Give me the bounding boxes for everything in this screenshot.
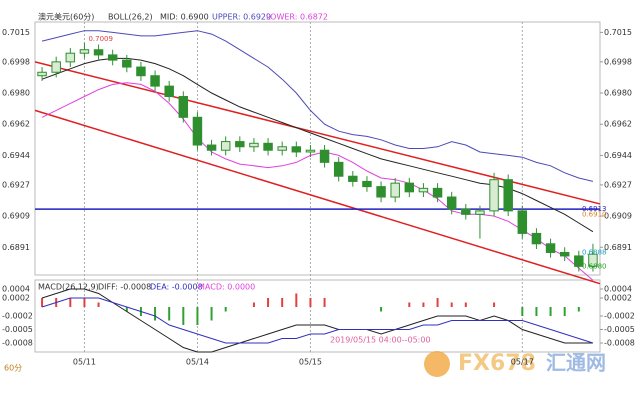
- candle-body: [531, 232, 542, 245]
- macd-dea: DEA: -0.0008: [150, 283, 203, 292]
- candle-body: [178, 96, 189, 118]
- candle-body: [333, 161, 344, 177]
- candle-body: [432, 187, 443, 198]
- candle-body: [390, 182, 400, 198]
- x-tick-label: 05/15: [299, 358, 322, 367]
- macd-line: [41, 297, 594, 344]
- candle-body: [122, 59, 132, 68]
- macd-value: MACD: 0.0000: [198, 283, 255, 292]
- price-label: 0.6910: [582, 210, 607, 218]
- y-tick-label: 0.0004: [604, 285, 632, 294]
- macd-diff: DIFF: -0.0008: [98, 283, 151, 292]
- candle-body: [107, 54, 118, 61]
- y-tick-label: 0.6998: [604, 57, 632, 66]
- candle-body: [362, 180, 372, 188]
- watermark-logo: [424, 351, 450, 377]
- y-tick-label: 0.6909: [604, 212, 632, 221]
- y-tick-label: -0.0005: [604, 325, 635, 334]
- candle-body: [51, 61, 61, 73]
- candle-body: [574, 255, 584, 267]
- x-tick-label: 05/17: [511, 358, 534, 367]
- candle-body: [93, 49, 104, 56]
- candle-body: [291, 146, 302, 153]
- boll-line: [41, 57, 594, 233]
- y-tick-label: 0.7015: [2, 28, 30, 37]
- boll-line: [41, 30, 594, 182]
- y-tick-label: 0.6909: [2, 212, 30, 221]
- candle-body: [418, 187, 429, 193]
- chart: 澳元美元(60分) BOLL(26,2) MID: 0.6900 UPPER: …: [2, 12, 635, 377]
- y-tick-label: 0.6962: [604, 120, 632, 129]
- y-tick-label: 0.0002: [2, 294, 30, 303]
- macd-line: [41, 288, 593, 353]
- y-tick-label: 0.6891: [604, 243, 632, 252]
- y-tick-label: -0.0002: [2, 312, 33, 321]
- y-tick-label: -0.0005: [2, 325, 33, 334]
- candle-body: [235, 141, 245, 148]
- candle-body: [249, 142, 259, 148]
- candle-body: [348, 175, 358, 182]
- period-label: 60分: [4, 364, 22, 373]
- y-tick-label: 0.6944: [604, 151, 632, 160]
- x-tick-label: 05/11: [73, 358, 96, 367]
- y-tick-label: 0.6927: [2, 180, 30, 189]
- y-tick-label: 0.6944: [2, 151, 30, 160]
- candle-body: [588, 253, 598, 267]
- y-tick-label: 0.7015: [604, 28, 632, 37]
- price-label: 0.7009: [88, 35, 113, 43]
- candle-body: [517, 210, 528, 234]
- boll-upper: UPPER: 0.6929: [212, 13, 271, 22]
- y-tick-label: 0.0002: [604, 294, 632, 303]
- boll-line: [41, 82, 594, 281]
- main-panel: [34, 21, 601, 276]
- price-label: 0.6913: [582, 205, 607, 213]
- trend-line: [34, 109, 601, 285]
- candle-body: [277, 146, 287, 151]
- candle-body: [263, 142, 273, 151]
- candle-body: [404, 182, 415, 193]
- y-tick-label: 0.6962: [2, 120, 30, 129]
- watermark: 汇通网: [546, 351, 606, 375]
- macd-name: MACD(26,12,9): [38, 283, 99, 292]
- candle-body: [545, 243, 556, 253]
- chart-title: 澳元美元(60分): [38, 12, 94, 22]
- boll-mid: MID: 0.6900: [160, 13, 209, 22]
- candle-body: [79, 49, 90, 54]
- y-tick-label: 0.6980: [604, 89, 632, 98]
- y-tick-label: -0.0008: [604, 339, 635, 348]
- candle-body: [446, 196, 457, 210]
- price-label: 0.6880: [582, 262, 607, 270]
- y-tick-label: 0.6927: [604, 180, 632, 189]
- candle-body: [319, 149, 330, 163]
- candle-body: [559, 251, 570, 257]
- y-tick-label: -0.0008: [2, 339, 33, 348]
- candle-body: [461, 208, 471, 215]
- y-tick-label: 0.0004: [2, 285, 30, 294]
- candle-body: [489, 179, 499, 212]
- candle-body: [136, 66, 146, 77]
- candle-body: [503, 179, 513, 212]
- candle-body: [164, 85, 174, 98]
- candle-body: [192, 116, 203, 146]
- time-annotation: 2019/05/15 04:00--05:00: [330, 336, 431, 345]
- x-tick-label: 05/14: [186, 358, 209, 367]
- candle-body: [206, 144, 217, 151]
- candle-body: [65, 52, 76, 63]
- candle-body: [376, 186, 386, 198]
- price-label: 0.6888: [582, 248, 607, 256]
- y-tick-label: 0.6998: [2, 57, 30, 66]
- candle-body: [150, 75, 160, 87]
- page: {"chart_data": { "type": "candlestick", …: [2, 11, 635, 377]
- boll-name: BOLL(26,2): [108, 13, 153, 22]
- candle-body: [220, 141, 231, 151]
- y-tick-label: -0.0002: [604, 312, 635, 321]
- candle-body: [475, 210, 485, 215]
- y-tick-label: 0.6980: [2, 89, 30, 98]
- watermark: FX678: [458, 351, 536, 376]
- boll-lower: LOWER: 0.6872: [266, 13, 328, 22]
- y-tick-label: 0.6891: [2, 243, 30, 252]
- candle-body: [37, 71, 47, 77]
- candle-body: [305, 149, 316, 153]
